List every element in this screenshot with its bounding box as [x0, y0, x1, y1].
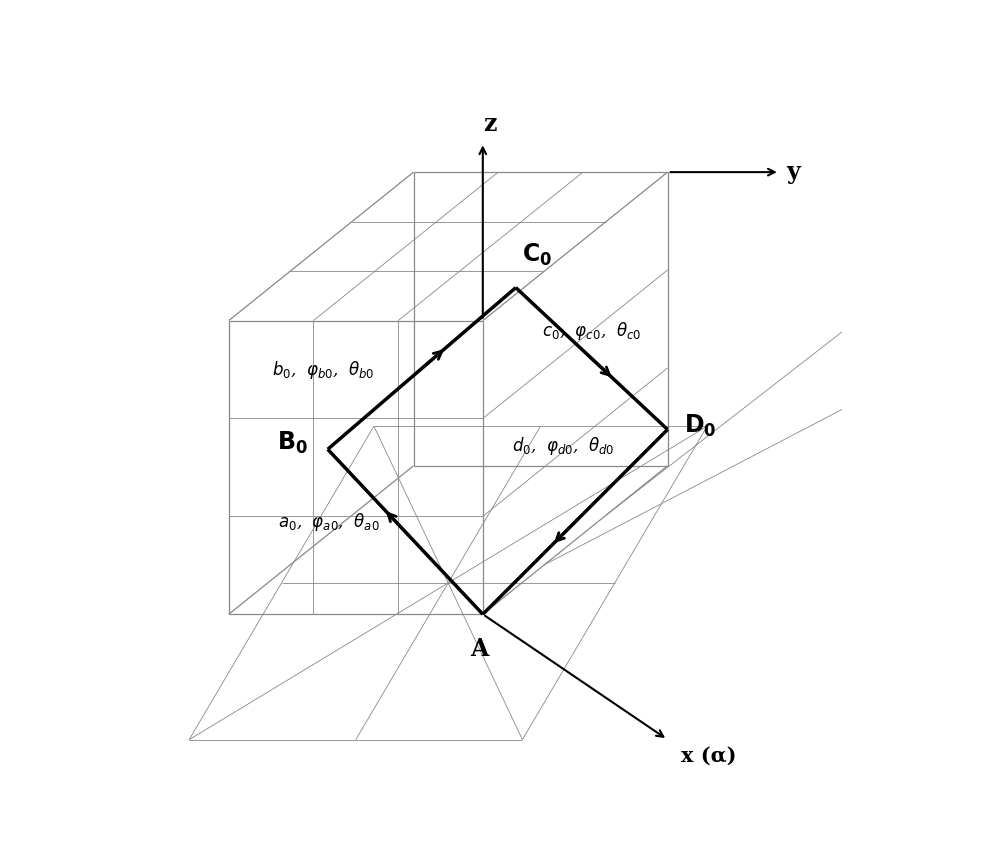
- Text: $\mathbf{D_0}$: $\mathbf{D_0}$: [684, 413, 717, 440]
- Text: z: z: [483, 111, 496, 135]
- Text: y: y: [786, 160, 800, 184]
- Text: $b_0$,  $\varphi_{b0}$,  $\theta_{b0}$: $b_0$, $\varphi_{b0}$, $\theta_{b0}$: [272, 359, 374, 381]
- Text: A: A: [470, 638, 489, 662]
- Text: $a_0$,  $\varphi_{a0}$,  $\theta_{a0}$: $a_0$, $\varphi_{a0}$, $\theta_{a0}$: [278, 511, 380, 533]
- Text: $\mathbf{B_0}$: $\mathbf{B_0}$: [277, 429, 308, 456]
- Text: x (α): x (α): [681, 746, 736, 766]
- Text: $d_0$,  $\varphi_{d0}$,  $\theta_{d0}$: $d_0$, $\varphi_{d0}$, $\theta_{d0}$: [512, 435, 615, 457]
- Text: $\mathbf{C_0}$: $\mathbf{C_0}$: [522, 242, 553, 268]
- Text: $c_0$,  $\varphi_{c0}$,  $\theta_{c0}$: $c_0$, $\varphi_{c0}$, $\theta_{c0}$: [542, 320, 641, 341]
